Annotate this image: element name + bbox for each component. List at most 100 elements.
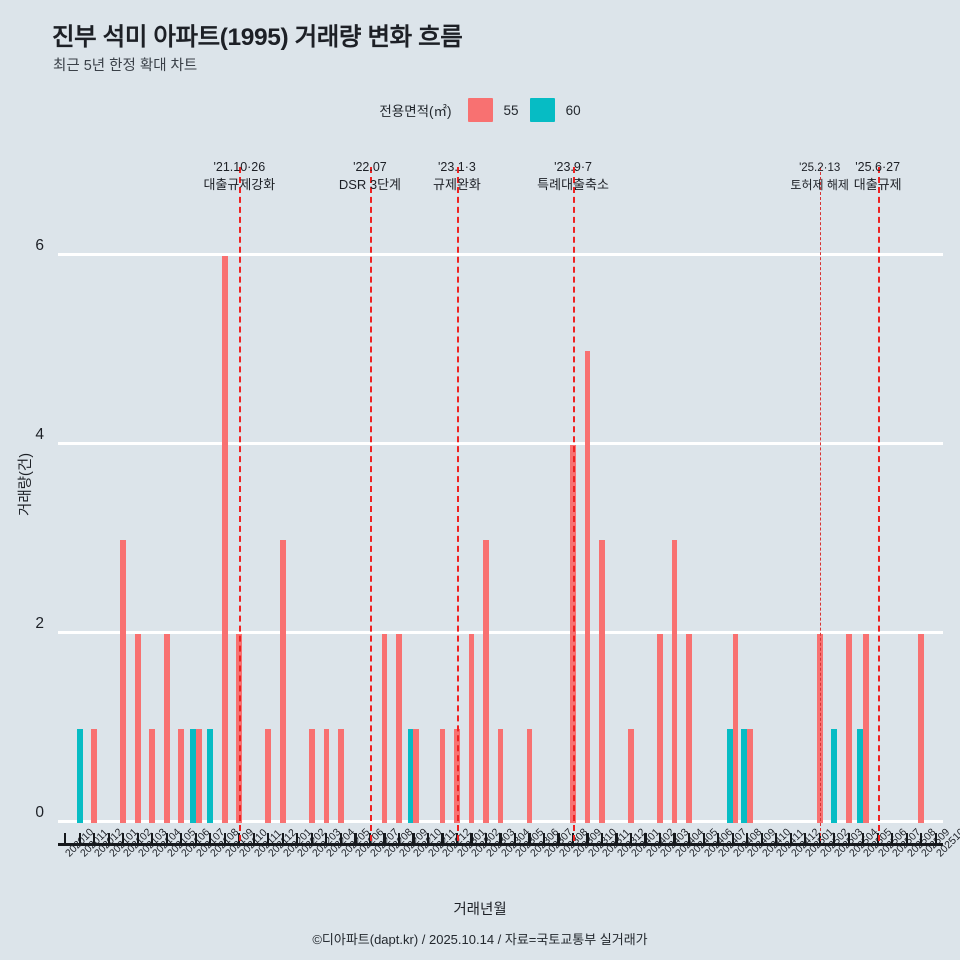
bar-55[interactable] <box>570 445 576 823</box>
bar-55[interactable] <box>732 634 739 823</box>
x-axis-tick <box>629 833 633 844</box>
bar-60[interactable] <box>831 728 838 823</box>
x-axis-tick <box>702 833 705 844</box>
legend-item-55[interactable]: 55 <box>467 98 519 122</box>
x-axis-tick <box>209 833 212 844</box>
x-axis-tick <box>528 833 531 844</box>
bar-60[interactable] <box>857 728 864 823</box>
bar-55[interactable] <box>323 728 330 823</box>
chart-subtitle: 최근 5년 한정 확대 차트 <box>53 58 198 74</box>
x-axis-tick <box>310 833 313 844</box>
bar-55[interactable] <box>468 634 475 823</box>
x-axis-tick <box>64 833 67 844</box>
bar-55[interactable] <box>497 728 504 823</box>
x-axis-tick <box>804 833 807 844</box>
x-axis-tick <box>789 833 792 844</box>
bar-55[interactable] <box>279 539 286 823</box>
x-axis-tick <box>499 833 502 844</box>
bar-55[interactable] <box>396 634 402 823</box>
legend-swatch-55 <box>467 98 493 122</box>
bar-55[interactable] <box>265 728 272 823</box>
event-annotation: '22.07 DSR 3단계 <box>339 158 401 195</box>
bar-60[interactable] <box>726 728 733 823</box>
bar-55[interactable] <box>863 634 869 823</box>
plot-area: 0 2 4 6 <box>35 209 943 823</box>
x-axis-tick <box>426 833 430 844</box>
event-date: '25.6·27 <box>855 160 901 174</box>
x-axis-tick <box>746 833 749 844</box>
x-axis-tick <box>252 833 255 844</box>
x-axis-tick <box>78 833 81 844</box>
bar-55[interactable] <box>308 728 315 823</box>
event-marker-line <box>573 167 576 841</box>
x-axis-tick <box>267 833 270 844</box>
bar-55[interactable] <box>657 634 663 823</box>
event-name: 규제완화 <box>433 177 481 193</box>
bar-60[interactable] <box>76 728 83 823</box>
bar-55[interactable] <box>918 634 925 823</box>
bar-60[interactable] <box>741 728 748 823</box>
bar-55[interactable] <box>221 256 228 823</box>
bar-55[interactable] <box>195 728 202 823</box>
bar-55[interactable] <box>381 634 388 823</box>
x-axis-tick <box>180 833 183 844</box>
x-axis-tick <box>658 833 662 844</box>
bar-55[interactable] <box>526 728 533 823</box>
chart-legend: 전용면적(㎡) 55 60 <box>0 98 960 122</box>
bar-55[interactable] <box>816 634 823 823</box>
x-axis-tick <box>891 833 894 844</box>
bar-55[interactable] <box>178 728 185 823</box>
legend-item-60[interactable]: 60 <box>529 98 581 122</box>
x-axis-tick <box>339 833 342 844</box>
event-annotation: '25.2·13 토허제 해제 <box>790 160 849 194</box>
x-axis-tick <box>136 833 139 844</box>
legend-title: 전용면적(㎡) <box>379 104 452 119</box>
x-axis-tick <box>862 833 865 844</box>
x-axis-tick <box>731 833 734 844</box>
x-axis-tick <box>325 833 328 844</box>
bar-55[interactable] <box>163 634 170 823</box>
bar-55[interactable] <box>454 728 460 823</box>
legend-label-55: 55 <box>503 102 519 118</box>
bar-55[interactable] <box>134 634 141 823</box>
bar-60[interactable] <box>190 728 196 823</box>
bar-60[interactable] <box>207 728 214 823</box>
event-marker-line <box>456 167 459 841</box>
bar-55[interactable] <box>149 728 156 823</box>
bar-55[interactable] <box>628 728 634 823</box>
bar-55[interactable] <box>236 634 243 823</box>
bar-55[interactable] <box>845 634 852 823</box>
y-axis-tick-label: 0 <box>35 804 44 821</box>
bar-55[interactable] <box>584 350 591 823</box>
x-axis-tick <box>513 833 517 844</box>
event-date: '23.9·7 <box>554 160 592 174</box>
x-axis-tick <box>673 833 676 844</box>
x-axis-line <box>58 843 943 846</box>
x-axis-tick <box>93 833 96 844</box>
x-axis-tick <box>296 833 299 844</box>
x-axis-tick <box>600 833 604 844</box>
bar-55[interactable] <box>483 539 489 823</box>
x-axis-label: 거래년월 <box>453 902 507 918</box>
x-axis-tick <box>833 833 836 844</box>
x-axis-tick <box>557 833 560 844</box>
bar-55[interactable] <box>686 634 692 823</box>
x-axis-tick <box>223 833 226 844</box>
x-axis-tick <box>470 833 473 844</box>
bar-55[interactable] <box>439 728 446 823</box>
x-axis-tick <box>644 833 647 844</box>
x-axis-tick <box>441 833 444 844</box>
bar-55[interactable] <box>413 728 420 823</box>
x-axis-tick <box>717 833 720 844</box>
x-axis-tick <box>165 833 168 844</box>
bar-55[interactable] <box>338 728 344 823</box>
bar-55[interactable] <box>91 728 98 823</box>
bar-55[interactable] <box>120 539 127 823</box>
event-name: 대출규제강화 <box>203 177 276 193</box>
bar-55[interactable] <box>599 539 605 823</box>
x-axis-tick <box>905 833 908 844</box>
bar-55[interactable] <box>671 539 678 823</box>
event-annotation: '21.10·26 대출규제강화 <box>203 158 275 195</box>
bar-60[interactable] <box>407 728 414 823</box>
bar-55[interactable] <box>747 728 753 823</box>
